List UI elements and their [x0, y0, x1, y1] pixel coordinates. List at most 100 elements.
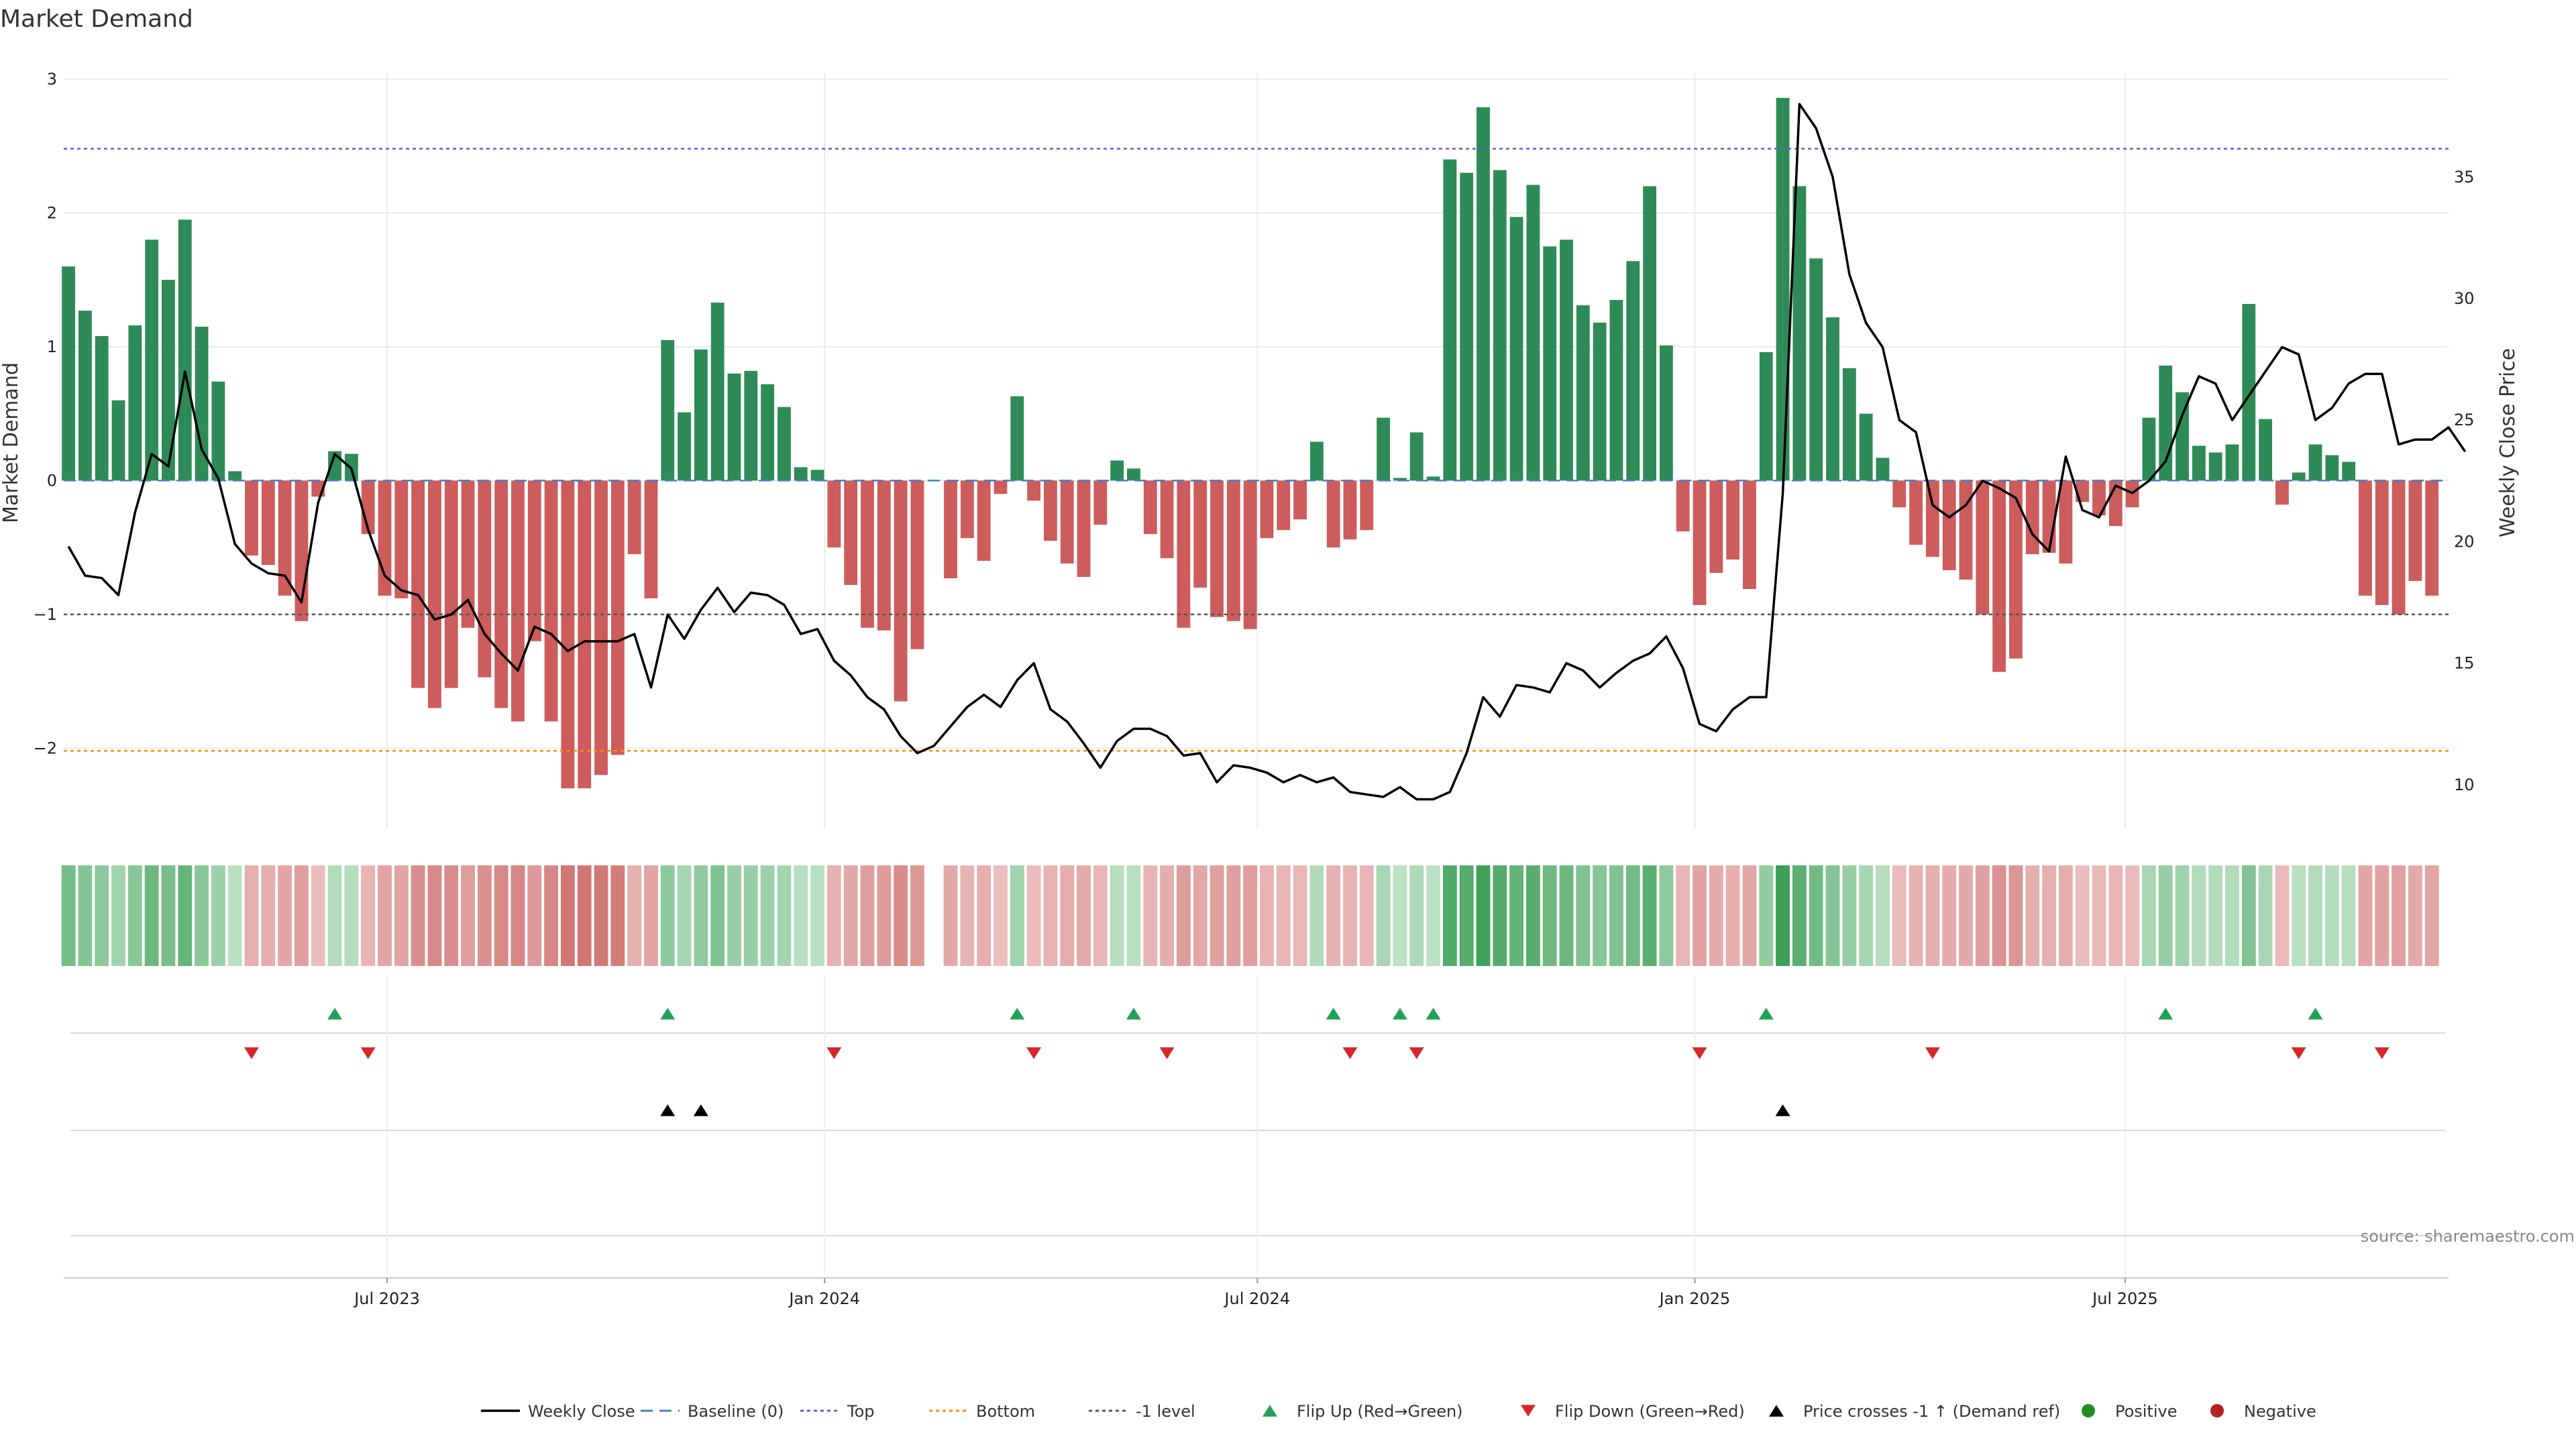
heat-cell	[877, 865, 892, 966]
heat-cell	[511, 865, 525, 966]
heat-cell	[677, 865, 692, 966]
heat-cell	[2241, 865, 2256, 966]
price-cross-marker	[693, 1104, 708, 1116]
heat-cell	[1742, 865, 1757, 966]
heat-cell	[2275, 865, 2290, 966]
flip-down-marker	[1409, 1047, 1424, 1059]
demand-bar	[661, 339, 675, 481]
legend-label: Baseline (0)	[688, 1402, 784, 1421]
heat-cell	[1942, 865, 1957, 966]
heat-cell	[644, 865, 658, 966]
heat-cell	[577, 865, 592, 966]
legend-label: Top	[847, 1402, 875, 1421]
heat-cell	[2025, 865, 2040, 966]
heat-cell	[1193, 865, 1208, 966]
demand-bar	[777, 407, 791, 481]
heat-cell	[1143, 865, 1158, 966]
demand-bar	[627, 480, 641, 555]
demand-bar	[1992, 480, 2006, 672]
flip-down-marker	[1342, 1047, 1358, 1059]
heat-cell	[1160, 865, 1175, 966]
heat-cell	[610, 865, 625, 966]
heat-cell	[960, 865, 975, 966]
heat-cell	[2042, 865, 2056, 966]
demand-bar	[145, 239, 159, 481]
heat-cell	[1126, 865, 1141, 966]
demand-bar	[2375, 480, 2389, 605]
heat-cell	[1625, 865, 1640, 966]
legend-label: Positive	[2115, 1402, 2178, 1421]
heat-cell	[1909, 865, 1923, 966]
heat-cell	[727, 865, 741, 966]
demand-bar	[278, 480, 292, 596]
heat-cell	[1243, 865, 1258, 966]
heat-cell	[860, 865, 875, 966]
heat-cell	[427, 865, 442, 966]
demand-bar	[1460, 172, 1474, 481]
flip-up-marker	[1010, 1008, 1025, 1020]
heat-cell	[2408, 865, 2422, 966]
demand-bar	[1393, 478, 1407, 481]
demand-bars	[62, 97, 2439, 789]
heat-cell	[2158, 865, 2173, 966]
heat-cell	[777, 865, 792, 966]
heat-cell	[2141, 865, 2156, 966]
flip-up-marker	[660, 1008, 676, 1020]
demand-bar	[1626, 261, 1640, 481]
demand-bar	[511, 480, 525, 722]
demand-bar	[827, 480, 841, 548]
demand-bar	[2425, 480, 2439, 596]
y-tick-label: 2	[47, 203, 57, 222]
legend-label: Flip Down (Green→Red)	[1555, 1402, 1745, 1421]
demand-bar	[2308, 444, 2322, 481]
heat-cell	[1525, 865, 1540, 966]
demand-bar	[1160, 480, 1174, 559]
heat-cell	[1260, 865, 1274, 966]
heat-cell	[1693, 865, 1707, 966]
demand-bar	[1693, 480, 1707, 605]
heat-cell	[2125, 865, 2140, 966]
heat-cell	[743, 865, 758, 966]
demand-bar	[710, 303, 724, 481]
heat-cell	[1659, 865, 1674, 966]
x-tick-label: Jan 2025	[1658, 1289, 1731, 1308]
legend-swatch-positive	[2082, 1404, 2095, 1417]
heat-cell	[161, 865, 176, 966]
heat-cell	[1509, 865, 1524, 966]
demand-bar	[1609, 300, 1623, 481]
demand-bar	[494, 480, 508, 708]
flip-up-marker	[1758, 1008, 1774, 1020]
demand-bar	[2242, 304, 2256, 481]
demand-bar	[411, 480, 425, 688]
demand-bar	[111, 400, 125, 481]
demand-bar	[1925, 480, 1939, 557]
heat-cell	[1226, 865, 1241, 966]
heat-cell	[2375, 865, 2390, 966]
x-tick-label: Jul 2024	[1223, 1289, 1290, 1308]
demand-bar	[1493, 170, 1507, 481]
flip-down-marker	[2291, 1047, 2306, 1059]
demand-bar	[610, 480, 625, 755]
legend-label: Negative	[2244, 1402, 2316, 1421]
heat-cell	[1442, 865, 1457, 966]
x-tick-label: Jul 2025	[2091, 1289, 2158, 1308]
heat-cell	[1026, 865, 1041, 966]
heat-cell	[977, 865, 991, 966]
flip-up-marker	[2308, 1008, 2323, 1020]
heat-cell	[1975, 865, 1990, 966]
demand-bar	[1759, 352, 1773, 481]
flip-up-marker	[1426, 1008, 1441, 1020]
demand-bar	[1543, 246, 1557, 481]
demand-bar	[2208, 452, 2222, 481]
heat-cell	[2292, 865, 2306, 966]
demand-bar	[1477, 107, 1490, 481]
heat-cell	[660, 865, 675, 966]
heat-cell	[843, 865, 858, 966]
demand-heat-strip	[61, 865, 2439, 966]
demand-bar	[1726, 480, 1740, 560]
demand-bar	[1110, 460, 1124, 481]
heat-cell	[411, 865, 425, 966]
heat-cell	[477, 865, 492, 966]
demand-bar	[2025, 480, 2039, 555]
